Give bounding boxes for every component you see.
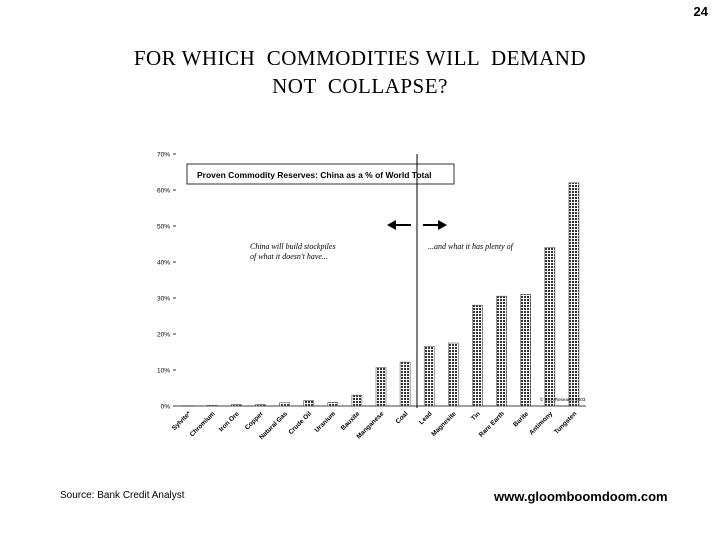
slide-title-line-1: FOR WHICH COMMODITIES WILL DEMAND (133, 46, 587, 70)
x-tick-label: Iron Ore (218, 410, 241, 433)
page-number: 24 (693, 4, 708, 19)
annotation-left-line-1: China will build stockpiles (250, 242, 336, 251)
x-tick-label: Magnesite (430, 410, 458, 438)
source-text: Source: Bank Credit Analyst (60, 490, 185, 501)
annotation-right: ...and what it has plenty of (428, 242, 515, 251)
bar-natural-gas (279, 402, 290, 407)
bar-magnesite (448, 342, 459, 407)
x-tick-label: Crude Oil (287, 410, 313, 436)
bar-lead (423, 346, 435, 407)
bar-bauxite (351, 394, 363, 407)
slide-title: FOR WHICH COMMODITIES WILL DEMAND NOT CO… (0, 44, 720, 100)
chart-title-box: Proven Commodity Reserves: China as a % … (186, 163, 455, 185)
y-tick-label: 20% (157, 332, 170, 339)
y-tick-label: 40% (157, 260, 170, 267)
slide-title-line-2: NOT COLLAPSE? (272, 74, 448, 98)
x-tick-label: Sylvite* (171, 410, 193, 432)
bar-copper (255, 404, 266, 407)
x-tick-label: Antimony (528, 410, 554, 436)
x-tick-label: Bauxite (340, 410, 362, 432)
bar-antimony (544, 247, 556, 407)
x-tick-label: Coal (395, 410, 410, 425)
chart-title-frame (186, 163, 455, 185)
x-tick-label: Chromium (189, 410, 217, 438)
y-tick-label: 10% (157, 368, 170, 375)
left-arrow-icon (387, 220, 411, 230)
bar-rare-earth (496, 295, 507, 407)
bar-barite (520, 294, 532, 407)
bar-manganese (375, 367, 387, 407)
copyright-label: © BCA Research 2003 (540, 396, 586, 402)
x-tick-label: Copper (244, 410, 265, 431)
website-text: www.gloomboomdoom.com (494, 489, 668, 504)
x-tick-label: Lead (418, 410, 434, 426)
y-tick-label: 70% (157, 152, 170, 159)
commodity-reserves-chart: 0% 10% 20% 30% 40% 50% 60% 70% Sylvite*Chromium… (157, 152, 586, 441)
annotation-left-line-2: of what it doesn't have... (250, 252, 328, 261)
y-tick-label: 0% (161, 404, 171, 411)
bar-chromium (206, 404, 218, 407)
bar-iron-ore (230, 404, 242, 407)
x-tick-label: Uranium (314, 410, 338, 434)
y-tick-label: 30% (157, 296, 170, 303)
x-tick-label: Barite (512, 410, 530, 428)
bar-crude-oil (303, 400, 314, 407)
bars (182, 182, 580, 407)
x-tick-label: Rare Earth (478, 410, 506, 438)
chart-title: Proven Commodity Reserves: China as a % … (197, 170, 431, 180)
bar-tin (472, 304, 483, 407)
bar-coal (399, 361, 411, 407)
bar-tungsten (568, 182, 580, 407)
right-arrow-icon (423, 220, 447, 230)
bar-sylvite (182, 405, 194, 407)
y-tick-label: 50% (157, 224, 170, 231)
x-tick-label: Tin (470, 410, 482, 422)
y-tick-label: 60% (157, 188, 170, 195)
bar-uranium (327, 402, 339, 407)
x-tick-label: Tungsten (553, 410, 578, 435)
